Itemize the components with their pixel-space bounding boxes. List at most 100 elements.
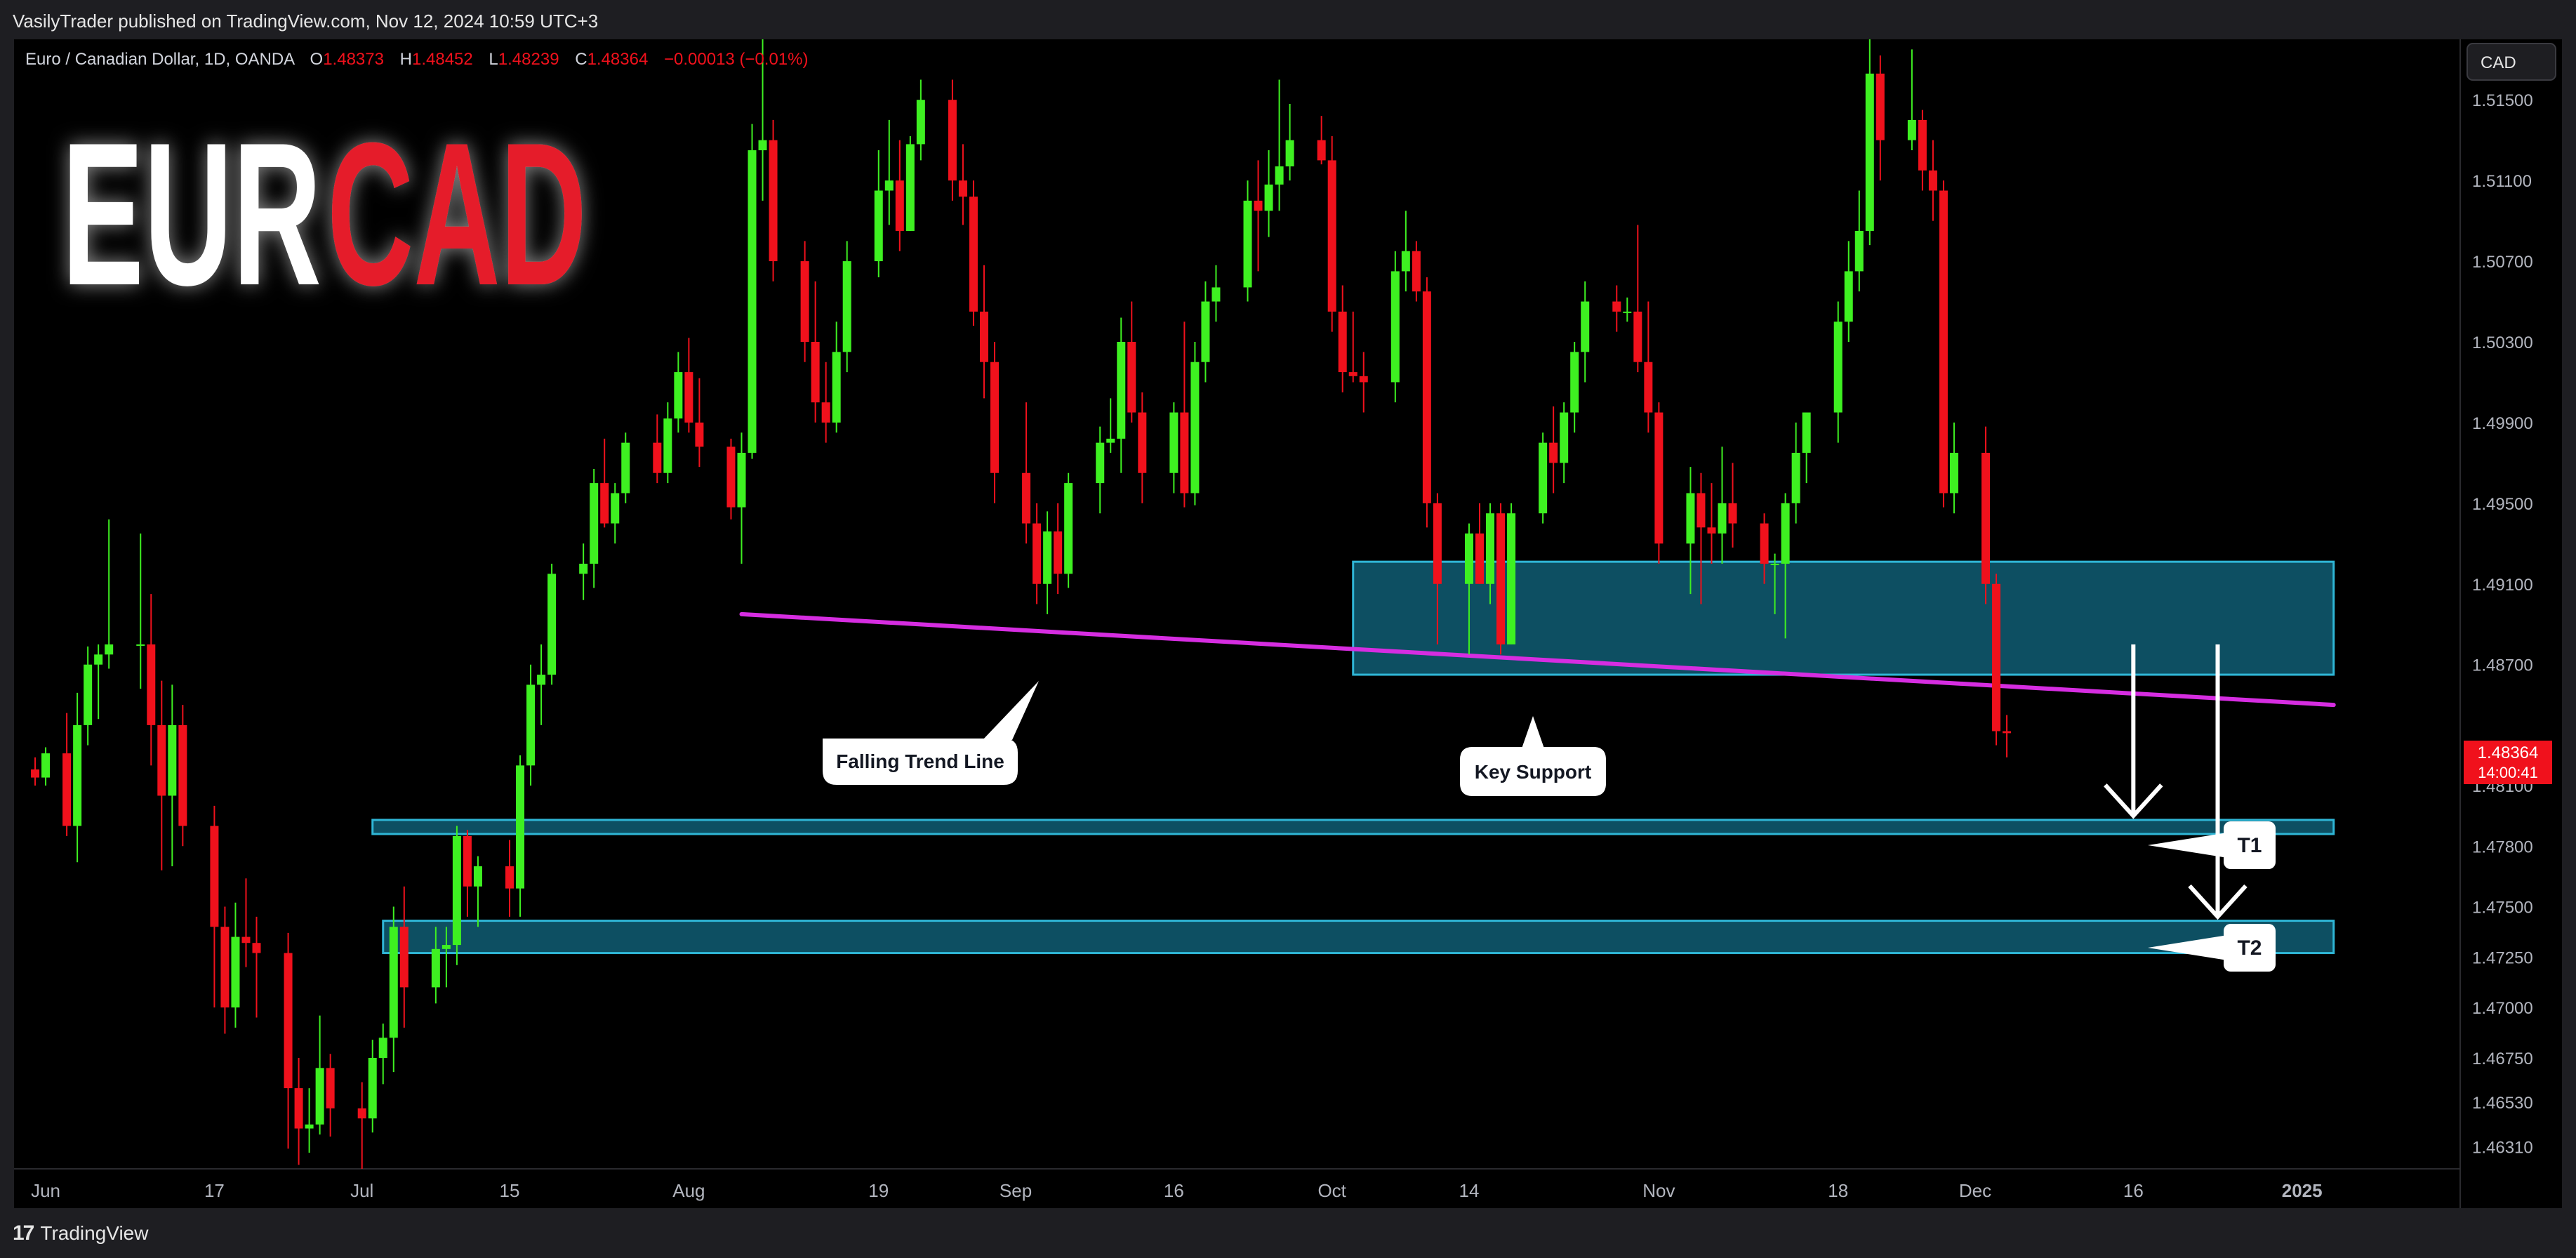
candle-body <box>758 140 767 151</box>
candle <box>1033 503 1042 604</box>
time-tick: 16 <box>1164 1180 1184 1201</box>
candle-body <box>1359 376 1368 383</box>
candle <box>516 755 525 917</box>
candle <box>1243 180 1252 302</box>
candle <box>1486 503 1495 604</box>
candle-body <box>821 402 830 423</box>
candle-body <box>621 442 630 494</box>
time-tick: 15 <box>500 1180 520 1201</box>
low-value: 1.48239 <box>498 50 559 69</box>
candle <box>621 432 630 503</box>
candle-body <box>441 945 451 949</box>
candle <box>1127 301 1136 423</box>
candle-body <box>1549 442 1558 463</box>
change-value: −0.00013 (−0.01%) <box>664 50 809 69</box>
key-support-label: Key Support <box>1475 761 1591 783</box>
candle-body <box>1180 412 1189 494</box>
candle <box>326 1054 335 1137</box>
candle <box>1992 574 2001 746</box>
candle <box>1760 513 1769 584</box>
candle <box>1686 467 1695 595</box>
candle <box>84 646 93 746</box>
candle-body <box>1169 412 1179 473</box>
candle <box>1770 553 1779 614</box>
candle-body <box>1106 438 1115 443</box>
last-price-value: 1.48364 <box>2478 743 2539 762</box>
candle <box>252 916 261 1018</box>
candle-body <box>41 753 51 778</box>
candle-body <box>31 769 40 778</box>
candle-body <box>73 724 82 826</box>
tradingview-brand-name: TradingView <box>40 1222 149 1244</box>
candle-body <box>452 835 461 946</box>
time-tick: 18 <box>1828 1180 1848 1201</box>
candle <box>758 39 767 201</box>
falling-trend-line <box>739 611 2336 708</box>
candle <box>178 705 187 847</box>
price-tick: 1.49900 <box>2472 414 2533 433</box>
candle-body <box>1243 200 1252 288</box>
candle-body <box>1022 472 1031 524</box>
candle-body <box>94 654 103 665</box>
candle <box>157 680 166 870</box>
candle <box>1043 511 1052 614</box>
candle-body <box>1875 73 1885 140</box>
candle-body <box>168 724 177 796</box>
target-arrow-1 <box>2104 644 2163 819</box>
candle <box>368 1040 377 1133</box>
currency-button[interactable]: CAD <box>2467 43 2556 81</box>
candle-body <box>653 442 662 473</box>
tradingview-logo-icon: 17 <box>13 1221 34 1245</box>
tradingview-logo[interactable]: 17 TradingView <box>13 1221 148 1245</box>
candle <box>748 124 757 459</box>
price-tick: 1.50300 <box>2472 333 2533 352</box>
candle <box>1422 277 1431 528</box>
candle <box>94 644 103 720</box>
candle <box>305 1088 314 1153</box>
candle <box>1496 503 1506 655</box>
candle-body <box>1770 564 1779 566</box>
time-tick: Jun <box>31 1180 60 1201</box>
candle-body <box>315 1068 324 1125</box>
candle <box>990 341 1000 503</box>
candle-body <box>1865 73 1874 231</box>
symbol-name: Euro / Canadian Dollar, 1D, OANDA <box>25 50 295 69</box>
t1-label: T1 <box>2237 834 2262 857</box>
candle-body <box>1949 453 1958 494</box>
candle <box>1254 160 1263 272</box>
candle <box>1907 49 1916 151</box>
candle-body <box>1928 170 1937 191</box>
candle <box>1022 402 1031 544</box>
candle-body <box>1464 533 1473 584</box>
candle-body <box>1033 523 1042 584</box>
price-tick: 1.50700 <box>2472 253 2533 272</box>
candle <box>1359 352 1368 413</box>
candle-body <box>1117 341 1126 439</box>
open-value: 1.48373 <box>323 50 384 69</box>
candle <box>1064 472 1073 588</box>
candle <box>579 543 588 600</box>
candle <box>737 432 746 564</box>
candle <box>1285 103 1294 181</box>
candle <box>832 322 841 433</box>
candle-body <box>800 261 809 342</box>
close-value: 1.48364 <box>587 50 649 69</box>
high-label: H <box>400 50 412 69</box>
candle <box>769 119 778 282</box>
candle-body <box>948 100 957 181</box>
candle <box>1507 503 1516 644</box>
candle-body <box>241 936 251 944</box>
candle <box>1791 422 1800 524</box>
candle-body <box>1718 503 1727 534</box>
candle <box>389 906 398 1073</box>
price-tick: 1.51500 <box>2472 91 2533 110</box>
candles-layer <box>31 39 2012 1169</box>
candle-body <box>1644 362 1653 413</box>
candle <box>1707 483 1716 564</box>
candle <box>41 747 51 786</box>
close-label: C <box>575 50 587 69</box>
candle <box>1401 211 1410 292</box>
price-tick: 1.47500 <box>2472 898 2533 917</box>
candle <box>1549 406 1558 494</box>
